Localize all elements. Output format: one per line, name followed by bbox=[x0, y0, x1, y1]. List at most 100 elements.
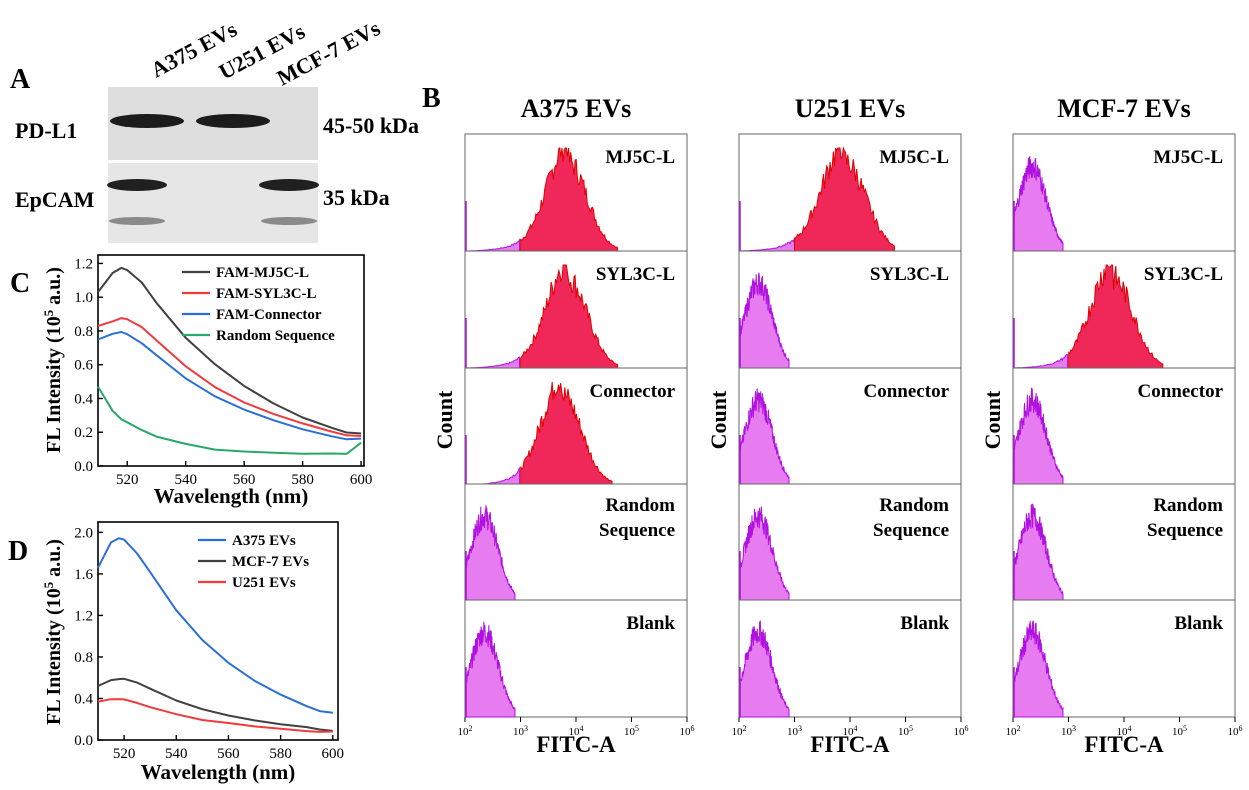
flow-row-label: Connector bbox=[864, 381, 950, 402]
panel-d: D 520 540 560 580 600 0.0 0.4 0.8 1.2 1.6 2.0 Wave… bbox=[8, 521, 344, 784]
flow-row-label: Blank bbox=[900, 613, 949, 634]
flow-xlabel-2: FITC-A bbox=[1084, 732, 1164, 757]
legend-label-2: FAM-Connector bbox=[216, 307, 322, 323]
flow-row-label: MJ5C-L bbox=[879, 147, 949, 168]
y-tick-label-0.0: 0.0 bbox=[74, 733, 93, 749]
flow-row-label: Blank bbox=[626, 613, 675, 634]
band-epcam-lower-lane-2 bbox=[261, 217, 317, 225]
flow-row-label: Random bbox=[879, 495, 949, 516]
histogram-negative bbox=[739, 620, 790, 718]
histogram-negative bbox=[465, 505, 516, 602]
protein-label-epcam: EpCAM bbox=[15, 187, 95, 212]
band-pdl1-lane-0 bbox=[110, 114, 184, 128]
chart-d: 520 540 560 580 600 0.0 0.4 0.8 1.2 1.6 2.0 bbox=[74, 525, 344, 762]
panel-a-letter: A bbox=[10, 64, 31, 95]
flow-panel-1-2: Connector bbox=[738, 367, 962, 486]
x-tick-label-580: 580 bbox=[269, 746, 292, 762]
histogram-positive bbox=[1068, 264, 1164, 369]
y-tick-label-0.4: 0.4 bbox=[74, 691, 93, 707]
blot-bands bbox=[107, 114, 319, 225]
flow-x-tick-label: 106 bbox=[954, 724, 969, 739]
flow-ylabel-2: Count bbox=[980, 390, 1005, 449]
flow-col-title-0: A375 EVs bbox=[521, 94, 632, 123]
flow-row-label: MJ5C-L bbox=[1153, 147, 1223, 168]
flow-panel-1-1: SYL3C-L bbox=[738, 250, 962, 369]
series-line-1 bbox=[97, 317, 362, 437]
flow-x-tick-label: 104 bbox=[1117, 724, 1132, 739]
flow-x-tick-label: 105 bbox=[624, 724, 639, 739]
flow-xlabel-0: FITC-A bbox=[536, 732, 616, 757]
flow-x-tick-label: 102 bbox=[732, 724, 747, 739]
flow-panel-1-4: Blank bbox=[738, 599, 962, 718]
flow-row-label: Sequence bbox=[599, 520, 675, 541]
histogram-positive bbox=[520, 264, 619, 369]
flow-panel-2-4: Blank bbox=[1012, 599, 1236, 718]
flow-ylabel-0: Count bbox=[432, 390, 457, 449]
flow-x-tick-label: 104 bbox=[569, 724, 584, 739]
y-tick-label-0.8: 0.8 bbox=[74, 650, 93, 666]
y-tick-label-2.0: 2.0 bbox=[74, 525, 93, 541]
flow-x-tick-label: 106 bbox=[680, 724, 695, 739]
flow-col-title-1: U251 EVs bbox=[795, 94, 906, 123]
histogram-negative bbox=[1013, 387, 1064, 486]
flow-row-label: SYL3C-L bbox=[596, 264, 675, 285]
histogram-negative bbox=[739, 272, 790, 369]
flow-x-tick-label: 103 bbox=[513, 724, 528, 739]
flow-x-tick-label: 105 bbox=[1172, 724, 1187, 739]
protein-label-pdl1: PD-L1 bbox=[15, 118, 77, 143]
chart-d-xlabel: Wavelength (nm) bbox=[141, 760, 296, 784]
x-tick-label-560: 560 bbox=[233, 472, 256, 488]
histogram-negative bbox=[1013, 620, 1064, 718]
series-line-0 bbox=[97, 537, 333, 714]
y-tick-label-1.2: 1.2 bbox=[74, 608, 93, 624]
flow-panel-0-0: MJ5C-L bbox=[464, 133, 688, 252]
panel-c-letter: C bbox=[10, 268, 30, 299]
flow-row-label: SYL3C-L bbox=[1144, 264, 1223, 285]
y-tick-label-0.2: 0.2 bbox=[74, 425, 93, 441]
band-epcam-lower-lane-0 bbox=[109, 217, 165, 225]
x-tick-label-580: 580 bbox=[291, 472, 314, 488]
flow-panel-1-3: Random Sequence bbox=[738, 483, 962, 602]
legend-label-1: FAM-SYL3C-L bbox=[216, 286, 317, 302]
histogram-negative bbox=[465, 621, 516, 718]
chart-c-legend: FAM-MJ5C-L FAM-SYL3C-L FAM-Connector Random… bbox=[182, 265, 335, 344]
flow-xlabel-1: FITC-A bbox=[810, 732, 890, 757]
panel-d-letter: D bbox=[8, 536, 28, 567]
x-tick-label-560: 560 bbox=[217, 746, 240, 762]
panel-a: A A375 EVs U251 EVs MCF-7 EVs PD-L1 EpCA… bbox=[10, 15, 419, 243]
chart-d-legend: A375 EVs MCF-7 EVs U251 EVs bbox=[198, 533, 309, 591]
flow-row-label: Random bbox=[1153, 495, 1223, 516]
series-line-1 bbox=[97, 677, 333, 732]
flow-row-label: Random bbox=[605, 495, 675, 516]
y-tick-label-0.4: 0.4 bbox=[74, 391, 93, 407]
flow-col-title-2: MCF-7 EVs bbox=[1057, 94, 1191, 123]
panel-b-letter: B bbox=[422, 83, 441, 114]
band-pdl1-lane-1 bbox=[196, 114, 270, 128]
y-tick-label-1.2: 1.2 bbox=[74, 256, 93, 272]
x-tick-label-540: 540 bbox=[165, 746, 188, 762]
y-tick-label-1.6: 1.6 bbox=[74, 567, 93, 583]
y-tick-label-0.6: 0.6 bbox=[74, 358, 93, 374]
band-epcam-lane-0 bbox=[107, 179, 167, 191]
histogram-negative bbox=[1013, 503, 1064, 602]
histogram-negative bbox=[739, 388, 790, 486]
flow-row-label: MJ5C-L bbox=[605, 147, 675, 168]
histogram-negative bbox=[1013, 156, 1064, 252]
flow-row-label: SYL3C-L bbox=[870, 264, 949, 285]
flow-panel-2-1: SYL3C-L bbox=[1012, 250, 1236, 369]
flow-row-label: Sequence bbox=[1147, 520, 1223, 541]
series-line-2 bbox=[97, 698, 333, 733]
series-line-3 bbox=[97, 386, 362, 455]
flow-panel-0-4: Blank bbox=[464, 599, 688, 718]
flow-panel-2-3: Random Sequence bbox=[1012, 483, 1236, 602]
x-tick-label-600: 600 bbox=[322, 746, 345, 762]
flow-panel-1-0: MJ5C-L bbox=[738, 133, 962, 252]
y-tick-label-0.8: 0.8 bbox=[74, 324, 93, 340]
chart-d-frame bbox=[97, 521, 339, 741]
y-tick-label-1.0: 1.0 bbox=[74, 290, 93, 306]
histogram-positive bbox=[520, 381, 613, 486]
size-label-pdl1: 45-50 kDa bbox=[323, 113, 419, 138]
chart-c: 520 540 560 580 600 0.0 0.2 0.4 0.6 0.8 1.0 1.2 bbox=[74, 256, 372, 488]
legend-label-1: MCF-7 EVs bbox=[232, 554, 309, 570]
size-label-epcam: 35 kDa bbox=[323, 185, 390, 210]
